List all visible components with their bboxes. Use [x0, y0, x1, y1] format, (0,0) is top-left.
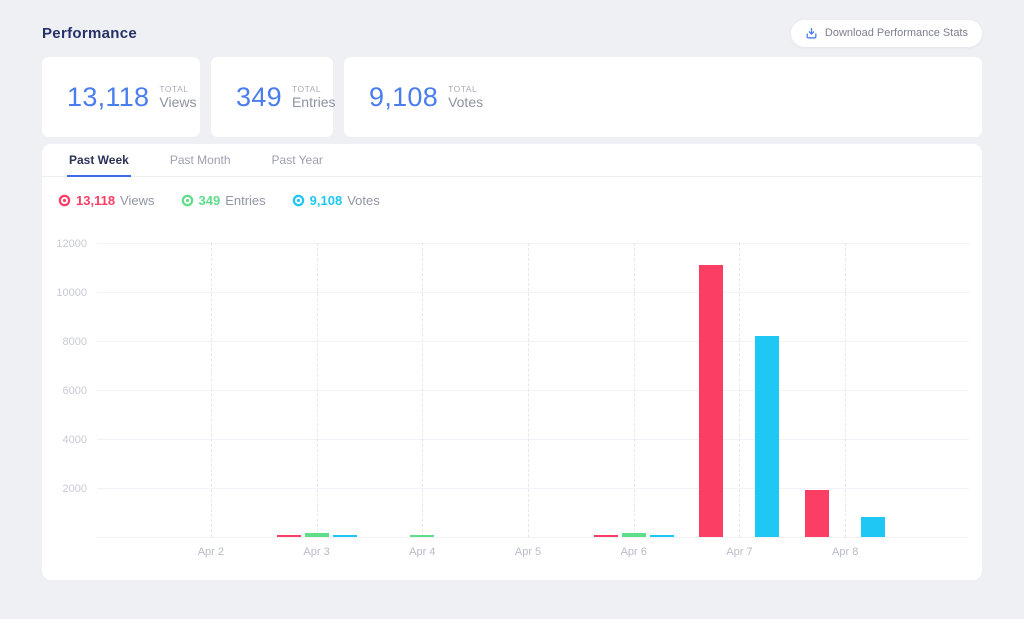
- vertical-gridline: [422, 243, 424, 537]
- vertical-gridline: [528, 243, 530, 537]
- x-axis-label: Apr 5: [514, 546, 542, 558]
- y-axis-label: 6000: [62, 384, 87, 397]
- bar-views-apr-7[interactable]: [699, 265, 724, 537]
- bar-group-apr-3: [264, 243, 370, 537]
- chart-legend: 13,118 Views 349 Entries: [58, 191, 982, 209]
- bar-group-apr-7: [687, 243, 793, 537]
- legend-value: 9,108: [309, 192, 343, 208]
- gridline: [97, 537, 969, 538]
- bar-entries-apr-3[interactable]: [304, 533, 329, 537]
- y-axis-label: 10000: [56, 286, 87, 299]
- bar-votes-apr-7[interactable]: [755, 336, 780, 537]
- bar-group-apr-5: [475, 243, 581, 537]
- bar-views-apr-8[interactable]: [805, 490, 830, 537]
- chart-plot: 12000 10000 8000 6000 4000 2000: [56, 238, 969, 538]
- bar-chart: 12000 10000 8000 6000 4000 2000 Apr 2 Apr 3 Apr…: [56, 238, 969, 558]
- legend-item-entries[interactable]: 349 Entries: [181, 193, 266, 208]
- download-button-label: Download Performance Stats: [824, 27, 968, 39]
- legend-value: 349: [198, 192, 221, 208]
- gridline: 4000: [63, 434, 969, 446]
- gridline: 12000: [56, 238, 969, 250]
- chart-x-axis: Apr 2 Apr 3 Apr 4 Apr 5 Apr 6 Apr 7 Apr 8: [97, 546, 969, 558]
- download-icon: [805, 27, 818, 40]
- page-title: Performance: [42, 24, 138, 42]
- tab-past-month[interactable]: Past Month: [169, 152, 231, 167]
- tab-past-year[interactable]: Past Year: [271, 152, 323, 167]
- y-axis-label: 8000: [62, 335, 87, 348]
- stat-total-label: TOTAL: [448, 84, 478, 94]
- bar-group-apr-6: [581, 243, 687, 537]
- x-axis-label: Apr 4: [409, 546, 436, 558]
- stats-row: 13,118 TOTAL Views 349 TOTAL Entries 9,1…: [42, 57, 982, 137]
- tab-bar: Past Week Past Month Past Year: [42, 144, 982, 177]
- stat-card-entries: 349 TOTAL Entries: [211, 57, 336, 137]
- vertical-gridline: [633, 243, 635, 537]
- vertical-gridline: [210, 243, 212, 537]
- x-axis-label: Apr 7: [726, 546, 753, 558]
- bar-views-apr-6[interactable]: [593, 534, 618, 537]
- y-axis-label: 12000: [56, 237, 87, 250]
- bar-votes-apr-8[interactable]: [861, 517, 886, 537]
- stat-total-label: TOTAL: [291, 84, 322, 94]
- gridline: 8000: [63, 336, 969, 348]
- performance-chart-card: Past Week Past Month Past Year 13,118 Vi…: [42, 144, 982, 580]
- stat-card-views: 13,118 TOTAL Views: [42, 57, 200, 137]
- stat-value-entries: 349: [236, 81, 282, 112]
- header: Performance Download Performance Stats: [42, 18, 982, 48]
- x-axis-label: Apr 6: [620, 546, 647, 558]
- legend-item-views[interactable]: 13,118 Views: [58, 193, 155, 208]
- legend-label: Entries: [225, 192, 266, 208]
- stat-value-votes: 9,108: [369, 81, 439, 112]
- x-axis-label: Apr 3: [303, 546, 330, 558]
- stat-value-views: 13,118: [67, 81, 150, 112]
- eye-icon: [181, 194, 194, 207]
- stat-name-views: Views: [159, 94, 197, 111]
- legend-value: 13,118: [76, 192, 116, 208]
- eye-icon: [58, 194, 71, 207]
- bar-group-apr-8: [792, 243, 898, 537]
- bar-votes-apr-3[interactable]: [332, 535, 357, 537]
- y-axis-label: 2000: [62, 482, 87, 495]
- bar-entries-apr-6[interactable]: [621, 533, 646, 537]
- x-axis-label: Apr 2: [197, 546, 224, 558]
- gridline: 6000: [63, 385, 969, 397]
- tab-past-week[interactable]: Past Week: [67, 144, 131, 177]
- legend-item-votes[interactable]: 9,108 Votes: [292, 193, 380, 208]
- gridline: 2000: [63, 483, 969, 495]
- eye-icon: [292, 194, 305, 207]
- bar-views-apr-3[interactable]: [276, 535, 301, 537]
- bar-group-apr-2: [158, 243, 264, 537]
- stat-name-votes: Votes: [448, 94, 484, 111]
- y-axis-label: 4000: [62, 433, 87, 446]
- bar-group-apr-4: [369, 243, 475, 537]
- stat-card-votes: 9,108 TOTAL Votes: [344, 57, 982, 137]
- download-performance-stats-button[interactable]: Download Performance Stats: [790, 19, 982, 47]
- vertical-gridline: [316, 243, 318, 537]
- stat-total-label: TOTAL: [159, 84, 189, 94]
- legend-label: Votes: [347, 192, 380, 208]
- bar-entries-apr-4[interactable]: [410, 535, 435, 537]
- legend-label: Views: [120, 192, 155, 208]
- page: Performance Download Performance Stats 1…: [0, 18, 1024, 580]
- stat-name-entries: Entries: [291, 94, 336, 111]
- vertical-gridline: [845, 243, 847, 537]
- gridline: 10000: [56, 287, 969, 299]
- vertical-gridline: [739, 243, 741, 537]
- bar-votes-apr-6[interactable]: [649, 535, 674, 537]
- x-axis-label: Apr 8: [832, 546, 859, 558]
- chart-groups: [97, 243, 969, 537]
